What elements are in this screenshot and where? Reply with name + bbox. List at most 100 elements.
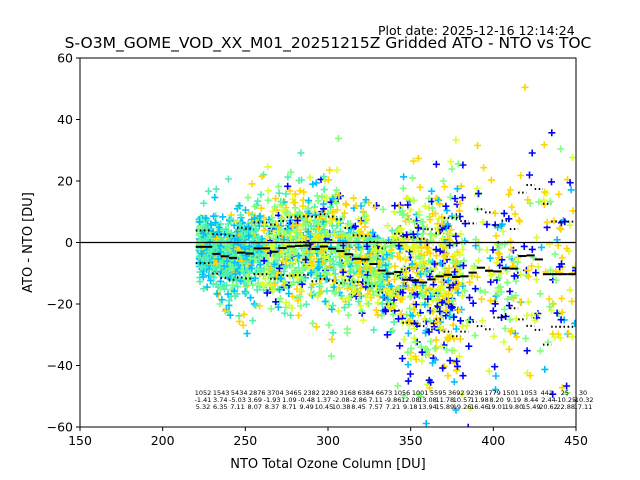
scatter-point: [417, 343, 425, 351]
scatter-point: [464, 423, 472, 427]
scatter-point: [419, 230, 427, 238]
scatter-point: [426, 317, 434, 325]
scatter-point: [378, 312, 386, 320]
scatter-point: [323, 194, 331, 202]
scatter-point: [515, 216, 523, 224]
scatter-point: [227, 215, 235, 223]
scatter-point: [411, 353, 419, 360]
scatter-point: [212, 185, 220, 193]
scatter-point: [344, 294, 352, 302]
scatter-point: [490, 332, 498, 340]
scatter-point: [226, 311, 234, 319]
scatter-point: [440, 252, 448, 260]
scatter-point: [341, 304, 348, 312]
scatter-point: [569, 154, 576, 162]
bin-annotation-text: -2.08: [333, 396, 350, 404]
scatter-point: [430, 287, 438, 295]
bin-annotation-text: -10.25: [555, 396, 576, 404]
scatter-point: [210, 212, 218, 220]
scatter-point: [305, 250, 313, 258]
scatter-point: [446, 193, 454, 201]
scatter-point: [223, 281, 231, 289]
scatter-point: [195, 231, 203, 239]
scatter-point: [524, 298, 532, 306]
scatter-point: [449, 281, 457, 289]
scatter-point: [494, 254, 502, 262]
scatter-point: [418, 348, 426, 356]
scatter-point: [337, 272, 345, 280]
scatter-point: [364, 231, 372, 239]
scatter-point: [489, 246, 497, 254]
scatter-point: [492, 386, 499, 394]
scatter-point: [312, 179, 320, 187]
scatter-point: [360, 254, 368, 262]
scatter-point: [335, 191, 343, 199]
scatter-point: [382, 307, 390, 315]
scatter-point: [487, 272, 495, 280]
scatter-point: [400, 336, 408, 343]
scatter-points: [195, 83, 576, 427]
scatter-point: [398, 355, 406, 362]
scatter-point: [532, 269, 540, 277]
scatter-point: [333, 206, 341, 214]
scatter-point: [332, 199, 340, 207]
bin-annotation-text: 12.08: [401, 396, 420, 404]
scatter-point: [351, 222, 359, 230]
scatter-point: [397, 225, 405, 233]
scatter-point: [436, 307, 444, 315]
scatter-point: [546, 240, 554, 248]
scatter-point: [356, 266, 364, 273]
scatter-point: [456, 199, 464, 207]
scatter-point: [254, 197, 262, 205]
scatter-point: [404, 194, 412, 202]
scatter-point: [253, 286, 261, 294]
scatter-point: [225, 297, 233, 305]
scatter-point: [414, 154, 422, 162]
scatter-point: [321, 252, 329, 260]
scatter-point: [552, 276, 560, 284]
scatter-point: [430, 306, 438, 314]
scatter-point: [214, 283, 222, 291]
bin-annotation-text: 16.46: [470, 403, 489, 411]
bin-annotation-text: 10.38: [332, 403, 351, 411]
scatter-point: [319, 218, 327, 226]
scatter-point: [287, 231, 295, 239]
y-tick-label: −60: [47, 420, 73, 435]
scatter-point: [480, 164, 488, 172]
scatter-point: [291, 246, 299, 254]
scatter-point: [424, 295, 432, 303]
scatter-point: [338, 278, 346, 286]
scatter-point: [569, 207, 576, 215]
scatter-point: [499, 227, 507, 235]
scatter-point: [379, 293, 387, 301]
scatter-point: [557, 225, 565, 233]
chart-title: S-O3M_GOME_VOD_XX_M01_20251215Z Gridded …: [64, 34, 592, 52]
scatter-point: [344, 284, 352, 292]
bin-annotation-text: 6673: [376, 389, 393, 397]
scatter-point: [330, 230, 338, 238]
scatter-point: [404, 348, 412, 356]
scatter-point: [304, 228, 312, 236]
bin-annotation-text: 3.69: [248, 396, 262, 404]
scatter-point: [214, 255, 222, 263]
scatter-point: [316, 280, 324, 288]
scatter-point: [436, 200, 444, 208]
scatter-point: [531, 316, 539, 324]
scatter-point: [432, 160, 440, 168]
bin-annotation-text: 8.45: [351, 403, 365, 411]
scatter-point: [459, 161, 467, 169]
scatter-point: [335, 134, 342, 142]
scatter-point: [326, 262, 333, 270]
scatter-point: [318, 214, 326, 222]
scatter-point: [437, 286, 445, 294]
scatter-point: [404, 377, 412, 385]
bin-annotation-text: 1.09: [282, 396, 296, 404]
scatter-point: [251, 255, 259, 263]
scatter-point: [336, 227, 344, 235]
scatter-point: [502, 263, 510, 271]
scatter-point: [241, 245, 249, 253]
scatter-point: [388, 292, 395, 300]
scatter-point: [357, 218, 364, 226]
scatter-point: [233, 228, 241, 236]
scatter-point: [395, 242, 403, 250]
